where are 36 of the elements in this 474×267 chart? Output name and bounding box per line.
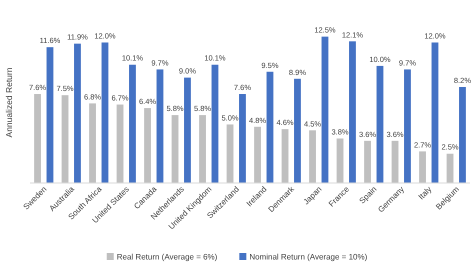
bar	[102, 42, 108, 183]
bar	[282, 129, 288, 183]
bar	[239, 94, 246, 183]
bar	[226, 124, 234, 183]
bar	[46, 47, 54, 183]
legend-label: Nominal Return (Average = 10%)	[249, 252, 368, 262]
bar	[62, 95, 68, 183]
bar	[156, 69, 164, 183]
bar	[34, 94, 41, 183]
bar	[322, 36, 328, 183]
bar	[199, 115, 206, 183]
bar	[309, 130, 316, 183]
bar	[116, 104, 124, 183]
bar	[404, 69, 411, 183]
bar	[446, 154, 454, 183]
bar	[364, 140, 371, 183]
bar	[419, 151, 426, 183]
bar	[349, 41, 356, 183]
bar	[294, 78, 301, 183]
bar	[459, 86, 466, 183]
bar	[172, 115, 178, 183]
bar	[144, 108, 151, 183]
bar	[336, 138, 344, 183]
bar	[74, 44, 81, 183]
bar	[254, 126, 261, 183]
bar	[376, 66, 384, 183]
bar	[432, 42, 438, 183]
bar	[184, 78, 191, 183]
bar	[212, 64, 218, 183]
bar	[392, 140, 398, 183]
bar	[89, 103, 96, 183]
bar	[129, 64, 136, 183]
x-tick-label: Italy	[416, 184, 434, 202]
bar	[266, 72, 274, 183]
legend-label: Real Return (Average = 6%)	[116, 252, 218, 262]
y-axis-title: Annualized Return	[4, 67, 14, 138]
